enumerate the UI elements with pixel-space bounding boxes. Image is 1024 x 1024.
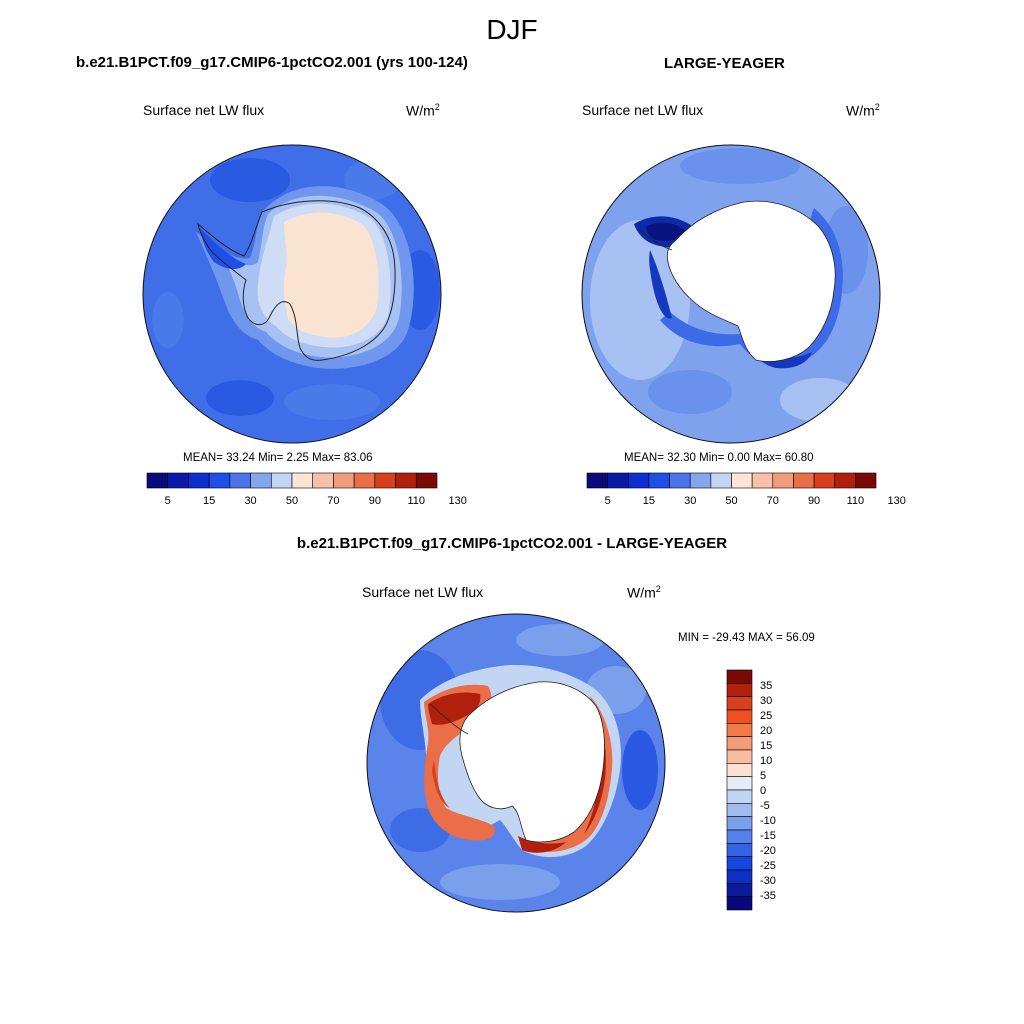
model-colorbar: 5 15 30 50 70 90 110 130 <box>146 472 467 507</box>
diff-polar-map <box>366 613 666 913</box>
obs-colorbar-label: 50 <box>725 495 737 507</box>
model-colorbar-swatch <box>208 472 231 489</box>
model-colorbar-swatch <box>333 472 355 489</box>
model-panel-title: b.e21.B1PCT.f09_g17.CMIP6-1pctCO2.001 (y… <box>76 54 468 71</box>
obs-colorbar-swatch <box>772 472 794 489</box>
obs-colorbar-swatch <box>834 472 856 489</box>
diff-colorbar-label: 0 <box>760 785 766 797</box>
model-colorbar-swatch <box>167 472 189 489</box>
diff-stats: MIN = -29.43 MAX = 56.09 <box>678 632 815 644</box>
diff-colorbar-swatch <box>726 883 753 897</box>
obs-colorbar-label: 15 <box>643 495 655 507</box>
diff-panel-title: b.e21.B1PCT.f09_g17.CMIP6-1pctCO2.001 - … <box>296 535 728 552</box>
obs-units-label: W/m2 <box>846 102 880 119</box>
diff-colorbar-swatch <box>726 856 753 871</box>
model-colorbar-swatch <box>395 472 417 489</box>
model-colorbar-swatch <box>229 472 251 489</box>
model-colorbar-label: 130 <box>449 495 467 507</box>
diff-colorbar-swatch <box>726 763 753 777</box>
season-title: DJF <box>486 14 538 45</box>
diff-colorbar-label: -10 <box>760 815 776 827</box>
model-colorbar-label: 30 <box>244 495 256 507</box>
diff-colorbar-swatch <box>726 816 753 831</box>
model-polar-map <box>142 144 442 444</box>
obs-colorbar-swatch <box>689 472 712 489</box>
diff-colorbar-swatch <box>726 843 753 857</box>
obs-colorbar-label: 130 <box>887 495 905 507</box>
model-colorbar-label: 70 <box>327 495 339 507</box>
model-colorbar-swatch <box>374 472 396 489</box>
obs-colorbar-label: 70 <box>767 495 779 507</box>
diff-colorbar-swatch <box>726 803 753 817</box>
diff-colorbar-swatch <box>726 776 753 791</box>
obs-colorbar-swatch <box>793 472 815 489</box>
obs-colorbar-swatch <box>607 472 629 489</box>
model-colorbar-swatch <box>415 472 438 489</box>
obs-colorbar-label: 5 <box>605 495 611 507</box>
obs-panel-title: LARGE-YEAGER <box>664 55 785 72</box>
diff-colorbar-swatch <box>726 683 753 697</box>
obs-polar-map <box>581 144 881 444</box>
obs-variable-label: Surface net LW flux <box>582 102 704 118</box>
diff-colorbar-label: 5 <box>760 770 766 782</box>
diff-colorbar-label: -25 <box>760 860 776 872</box>
model-colorbar-label: 5 <box>165 495 171 507</box>
obs-stats: MEAN= 32.30 Min= 0.00 Max= 60.80 <box>624 452 814 464</box>
model-colorbar-swatch <box>146 472 169 489</box>
obs-colorbar-swatch <box>751 472 774 489</box>
diff-colorbar: 35 30 25 20 15 10 5 0 -5 -10 -15 -20 -25 -30 -35 <box>726 669 776 911</box>
obs-colorbar-swatch <box>586 472 608 489</box>
diff-colorbar-swatch <box>726 736 753 751</box>
diff-colorbar-swatch <box>726 669 753 684</box>
model-colorbar-label: 90 <box>369 495 381 507</box>
model-colorbar-label: 110 <box>408 495 426 507</box>
obs-colorbar: 5 15 30 50 70 90 110 130 <box>586 472 906 507</box>
model-colorbar-label: 15 <box>203 495 215 507</box>
diff-colorbar-swatch <box>726 896 753 911</box>
model-colorbar-swatch <box>250 472 272 489</box>
model-variable-label: Surface net LW flux <box>143 102 265 118</box>
model-colorbar-swatch <box>188 472 210 489</box>
diff-colorbar-label: 10 <box>760 755 772 767</box>
model-colorbar-swatch <box>353 472 376 489</box>
diff-colorbar-swatch <box>726 829 753 844</box>
diff-colorbar-label: -35 <box>760 890 776 902</box>
obs-colorbar-label: 110 <box>847 495 865 507</box>
obs-colorbar-swatch <box>648 472 670 489</box>
obs-colorbar-label: 30 <box>684 495 696 507</box>
obs-colorbar-swatch <box>669 472 691 489</box>
diff-colorbar-swatch <box>726 723 753 737</box>
diff-colorbar-label: 25 <box>760 710 772 722</box>
diff-variable-label: Surface net LW flux <box>362 584 484 600</box>
model-colorbar-swatch <box>270 472 293 489</box>
diff-colorbar-label: -15 <box>760 830 776 842</box>
diff-colorbar-label: -20 <box>760 845 776 857</box>
diff-colorbar-swatch <box>726 869 753 884</box>
diff-colorbar-label: -5 <box>760 800 770 812</box>
diff-colorbar-label: 20 <box>760 725 772 737</box>
obs-colorbar-swatch <box>731 472 753 489</box>
diff-colorbar-label: 15 <box>760 740 772 752</box>
obs-colorbar-swatch <box>710 472 732 489</box>
diff-colorbar-swatch <box>726 709 753 724</box>
obs-colorbar-swatch <box>813 472 836 489</box>
obs-colorbar-label: 90 <box>808 495 820 507</box>
model-units-label: W/m2 <box>406 102 440 119</box>
model-colorbar-label: 50 <box>286 495 298 507</box>
obs-colorbar-swatch <box>627 472 650 489</box>
diff-colorbar-label: 35 <box>760 680 772 692</box>
diff-colorbar-label: 30 <box>760 695 772 707</box>
obs-colorbar-swatch <box>855 472 877 489</box>
diff-colorbar-swatch <box>726 789 753 804</box>
model-colorbar-swatch <box>291 472 314 489</box>
diff-colorbar-swatch <box>726 749 753 764</box>
diff-colorbar-swatch <box>726 696 753 711</box>
diff-units-label: W/m2 <box>627 584 661 601</box>
model-stats: MEAN= 33.24 Min= 2.25 Max= 83.06 <box>183 452 373 464</box>
model-colorbar-swatch <box>312 472 334 489</box>
diff-colorbar-label: -30 <box>760 875 776 887</box>
